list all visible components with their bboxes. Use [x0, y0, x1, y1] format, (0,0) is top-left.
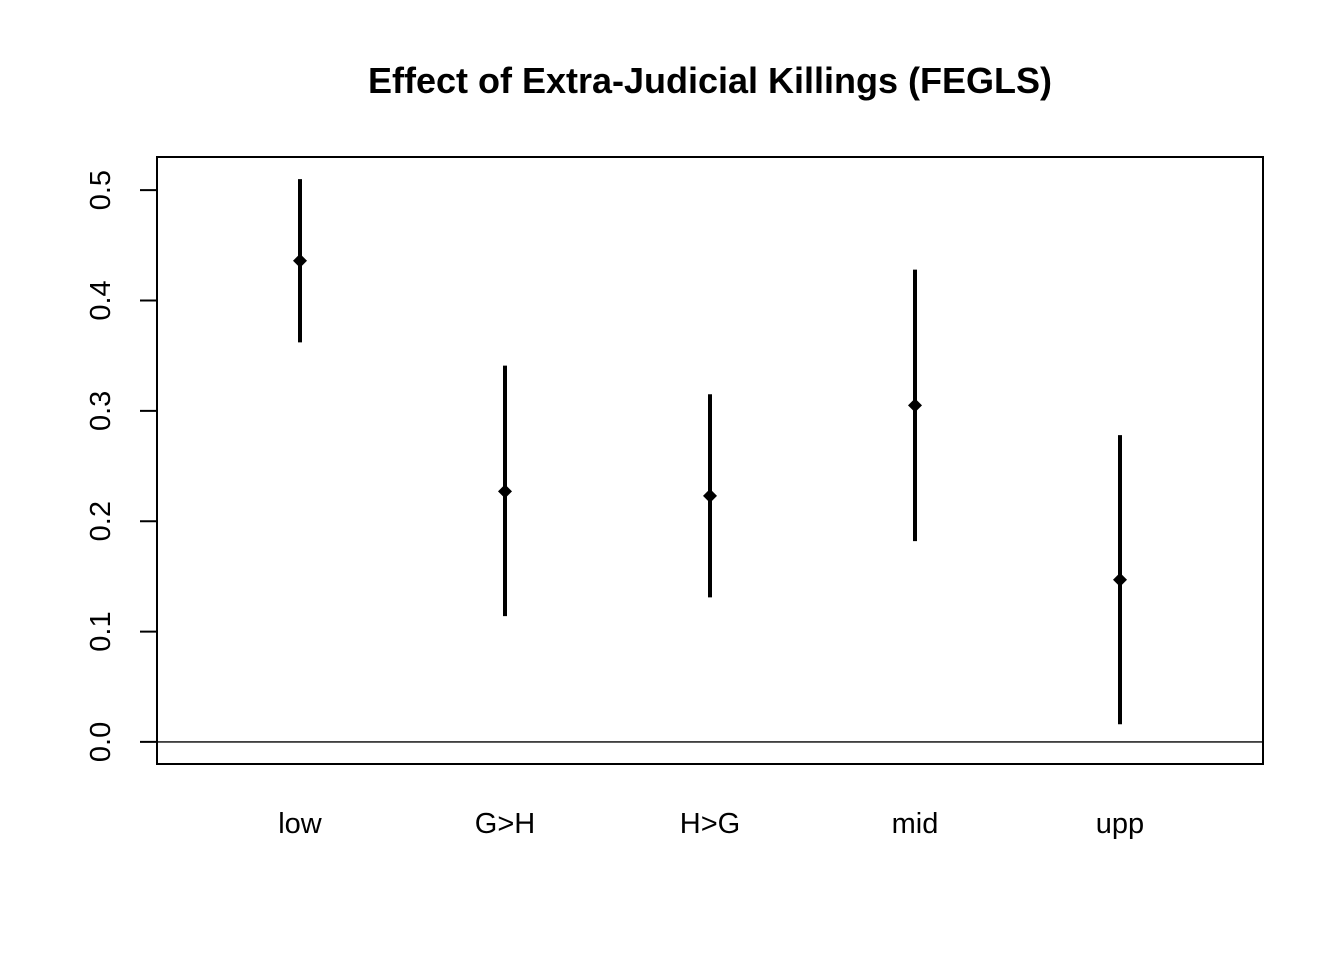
- point-estimate: [1113, 572, 1127, 587]
- y-tick-label: 0.1: [85, 611, 117, 651]
- x-tick-label: G>H: [475, 808, 535, 840]
- point-estimate: [703, 488, 717, 503]
- x-tick-label: H>G: [680, 808, 740, 840]
- y-tick-label: 0.0: [85, 722, 117, 762]
- x-tick-label: upp: [1096, 808, 1144, 840]
- marks-layer: [293, 179, 1127, 725]
- point-estimate: [498, 484, 512, 499]
- point-estimate: [293, 253, 307, 268]
- chart-title: Effect of Extra-Judicial Killings (FEGLS…: [368, 60, 1052, 101]
- point-estimate: [908, 398, 922, 413]
- y-tick-label: 0.3: [85, 391, 117, 431]
- y-tick-label: 0.2: [85, 501, 117, 541]
- y-axis: 0.0 0.1 0.2 0.3 0.4 0.5: [85, 170, 158, 762]
- x-tick-label: mid: [892, 808, 939, 840]
- y-tick-label: 0.5: [85, 170, 117, 210]
- x-tick-label: low: [278, 808, 323, 840]
- x-axis: low G>H H>G mid upp: [278, 808, 1144, 840]
- plot-frame: [156, 156, 1264, 765]
- y-tick-label: 0.4: [85, 280, 117, 320]
